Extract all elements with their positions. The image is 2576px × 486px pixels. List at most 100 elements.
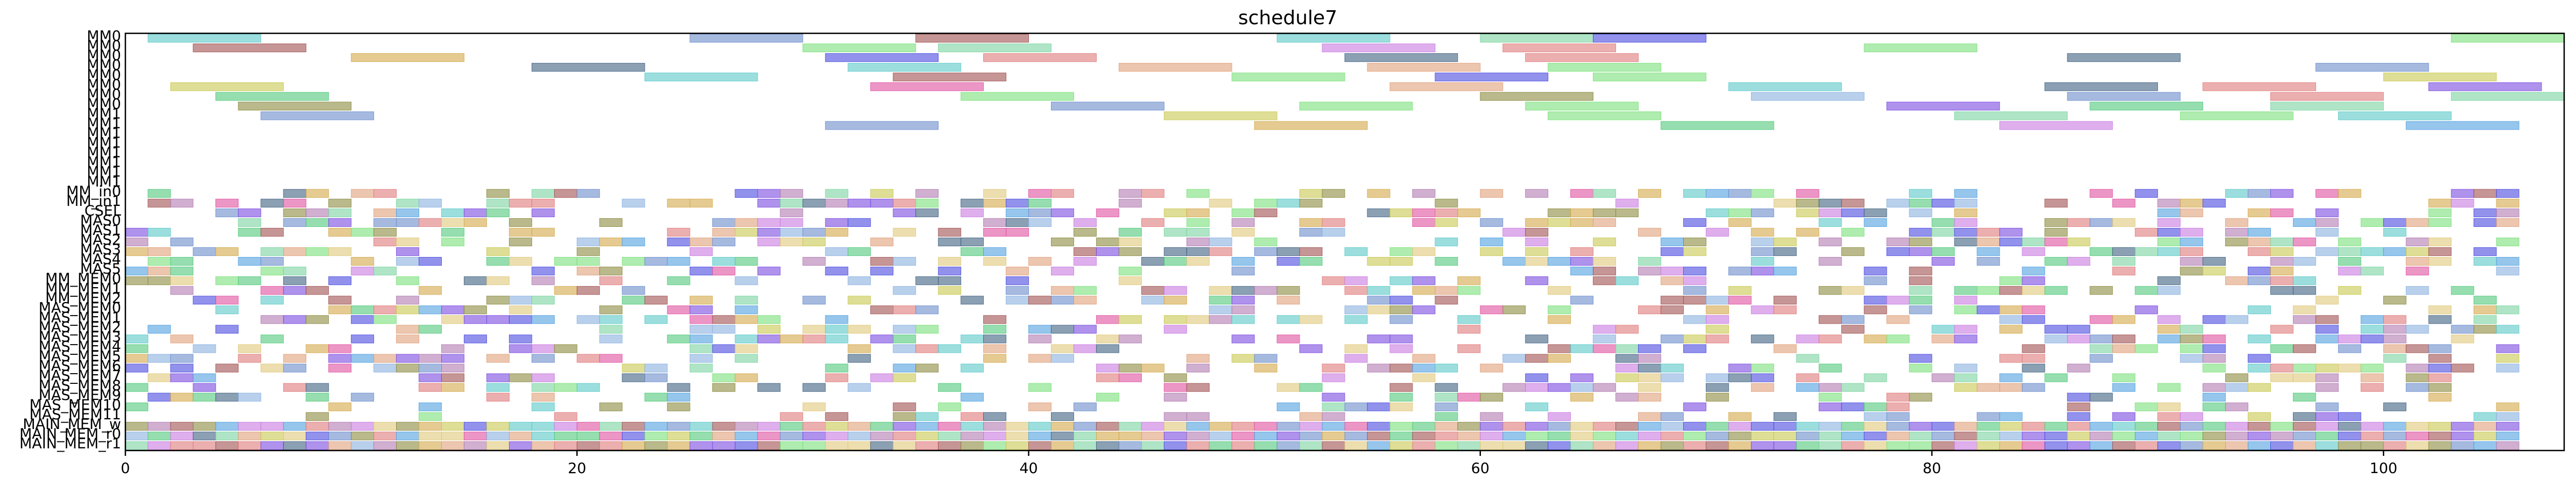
task-bar	[260, 286, 284, 295]
task-bar	[1615, 431, 1639, 441]
task-bar	[667, 237, 690, 247]
task-bar	[509, 227, 532, 237]
task-bar	[1118, 363, 1142, 373]
task-bar	[2180, 344, 2204, 353]
task-bar	[961, 363, 984, 373]
task-bar	[1367, 63, 1481, 72]
task-bar	[2022, 276, 2045, 285]
y-tick-label: MM1	[87, 164, 121, 181]
task-bar	[463, 315, 487, 324]
task-bar	[351, 334, 375, 344]
task-bar	[441, 344, 464, 353]
task-bar	[1163, 383, 1187, 392]
task-bar	[1751, 257, 1774, 266]
task-bar	[2360, 383, 2384, 392]
task-bar	[125, 237, 149, 247]
task-bar	[712, 315, 736, 324]
task-bar	[2180, 208, 2204, 217]
task-bar	[2360, 247, 2384, 256]
task-bar	[2248, 421, 2271, 431]
task-bar	[2112, 441, 2136, 451]
task-bar	[1367, 402, 1391, 411]
task-bar	[1818, 208, 1842, 217]
task-bar	[1864, 267, 1887, 276]
task-bar	[1209, 247, 1232, 256]
task-bar	[2428, 392, 2452, 402]
task-bar	[486, 257, 510, 266]
task-bar	[351, 421, 375, 431]
task-bar	[870, 305, 894, 315]
task-bar	[1276, 383, 1300, 392]
task-bar	[1954, 334, 1978, 344]
task-bar	[1615, 276, 1639, 285]
task-bar	[147, 431, 171, 441]
task-bar	[983, 198, 1007, 208]
task-bar	[1683, 431, 1706, 441]
task-bar	[1593, 73, 1706, 82]
task-bar	[1999, 421, 2023, 431]
task-bar	[1435, 237, 1458, 247]
plot-frame	[124, 32, 2565, 452]
task-bar	[170, 441, 194, 451]
y-tick-label: MAS_MEM2	[39, 319, 121, 335]
task-bar	[351, 392, 375, 402]
task-bar	[1344, 354, 1368, 363]
task-bar	[1186, 247, 1210, 256]
task-bar	[1118, 237, 1142, 247]
task-bar	[328, 198, 352, 208]
task-bar	[1006, 296, 1029, 305]
task-bar	[1028, 218, 1051, 227]
task-bar	[1841, 431, 1865, 441]
task-bar	[2248, 354, 2271, 363]
task-bar	[599, 402, 623, 411]
task-bar	[1209, 421, 1232, 431]
task-bar	[870, 334, 894, 344]
task-bar	[2022, 431, 2045, 441]
task-bar	[419, 286, 442, 295]
task-bar	[1683, 402, 1706, 411]
task-bar	[1548, 286, 1571, 295]
task-bar	[1028, 421, 1051, 431]
task-bar	[712, 344, 736, 353]
task-bar	[1412, 286, 1436, 295]
task-bar	[2157, 276, 2181, 285]
task-bar	[531, 373, 555, 382]
task-bar	[283, 286, 307, 295]
task-bar	[983, 315, 1007, 324]
task-bar	[1660, 121, 1774, 130]
y-tick-label: MM_in0	[66, 183, 121, 200]
task-bar	[1118, 63, 1232, 72]
task-bar	[2405, 257, 2429, 266]
task-bar	[2496, 431, 2519, 441]
task-bar	[1186, 218, 1210, 227]
task-bar	[2022, 344, 2045, 353]
task-bar	[1525, 402, 1549, 411]
task-bar	[848, 441, 871, 451]
task-bar	[125, 276, 149, 285]
task-bar	[463, 218, 487, 227]
task-bar	[509, 237, 532, 247]
y-tick-label: MAS_MEM10	[30, 397, 121, 413]
bars-layer	[125, 33, 2565, 451]
task-bar	[2496, 257, 2519, 266]
task-bar	[2090, 102, 2204, 111]
task-bar	[238, 227, 262, 237]
task-bar	[870, 237, 894, 247]
task-bar	[2360, 441, 2384, 451]
task-bar	[1751, 421, 1774, 431]
task-bar	[1028, 189, 1051, 198]
task-bar	[283, 267, 307, 276]
task-bar	[260, 421, 284, 431]
task-bar	[306, 247, 329, 256]
task-bar	[328, 354, 352, 363]
task-bar	[1389, 344, 1413, 353]
task-bar	[2428, 354, 2452, 363]
task-bar	[1186, 431, 1210, 441]
task-bar	[2473, 208, 2497, 217]
x-tick-label: 40	[1019, 460, 1038, 477]
task-bar	[1457, 208, 1481, 217]
task-bar	[757, 267, 781, 276]
task-bar	[1683, 441, 1706, 451]
task-bar	[441, 315, 464, 324]
